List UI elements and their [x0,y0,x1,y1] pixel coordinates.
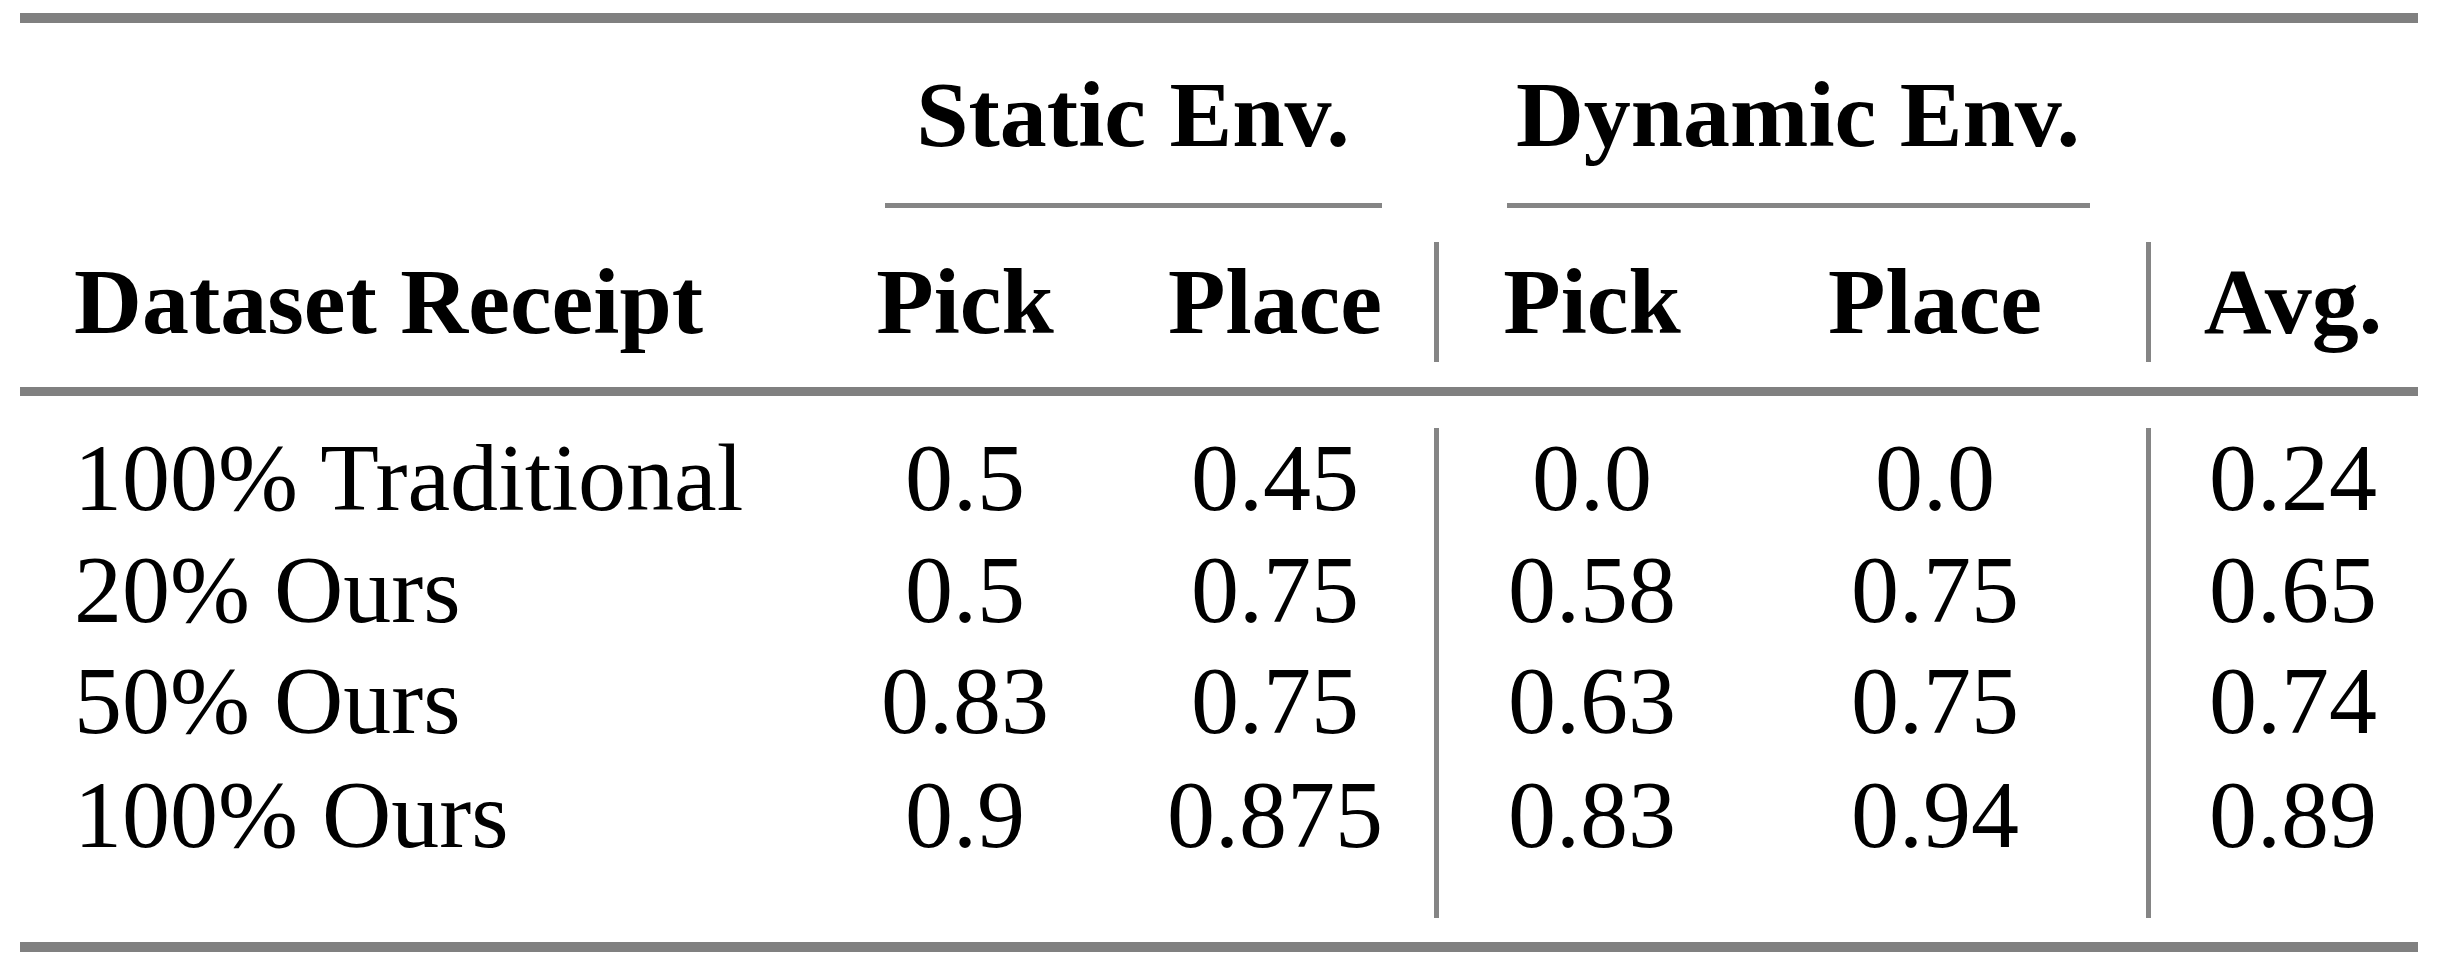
table-cell: 0.75 [1191,542,1359,638]
table-bottom-rule [20,942,2418,952]
table-cell: 0.9 [905,767,1025,863]
row-label: 100% Ours [74,767,509,863]
table-cell: 0.83 [881,653,1049,749]
row-label: 50% Ours [74,653,461,749]
table-cell: 0.875 [1167,767,1383,863]
paper-results-table: Static Env. Dynamic Env. Dataset Receipt… [0,0,2440,966]
table-cell: 0.5 [905,542,1025,638]
vertical-separator-1-body [1434,428,1439,918]
column-header-dataset-receipt: Dataset Receipt [74,254,703,348]
table-cell: 0.5 [905,430,1025,526]
table-top-rule [20,13,2418,23]
table-cell: 0.63 [1508,653,1676,749]
table-cell: 0.89 [2209,767,2377,863]
row-label: 100% Traditional [74,430,743,526]
column-header-dynamic-place: Place [1828,254,2042,348]
row-label: 20% Ours [74,542,461,638]
static-env-underline [885,203,1382,208]
group-header-dynamic-env: Dynamic Env. [1516,67,2080,161]
table-cell: 0.24 [2209,430,2377,526]
table-cell: 0.65 [2209,542,2377,638]
table-cell: 0.0 [1875,430,1995,526]
table-cell: 0.75 [1851,542,2019,638]
column-header-static-pick: Pick [876,254,1054,348]
table-cell: 0.75 [1851,653,2019,749]
column-header-static-place: Place [1168,254,1382,348]
table-cell: 0.0 [1532,430,1652,526]
table-cell: 0.75 [1191,653,1359,749]
table-cell: 0.45 [1191,430,1359,526]
column-header-dynamic-pick: Pick [1503,254,1681,348]
dynamic-env-underline [1507,203,2090,208]
column-header-avg: Avg. [2204,254,2382,348]
group-header-static-env: Static Env. [916,67,1350,161]
vertical-separator-1-header [1434,242,1439,362]
table-cell: 0.83 [1508,767,1676,863]
table-header-rule [20,387,2418,396]
table-cell: 0.94 [1851,767,2019,863]
vertical-separator-2-header [2146,242,2151,362]
vertical-separator-2-body [2146,428,2151,918]
table-cell: 0.74 [2209,653,2377,749]
table-cell: 0.58 [1508,542,1676,638]
